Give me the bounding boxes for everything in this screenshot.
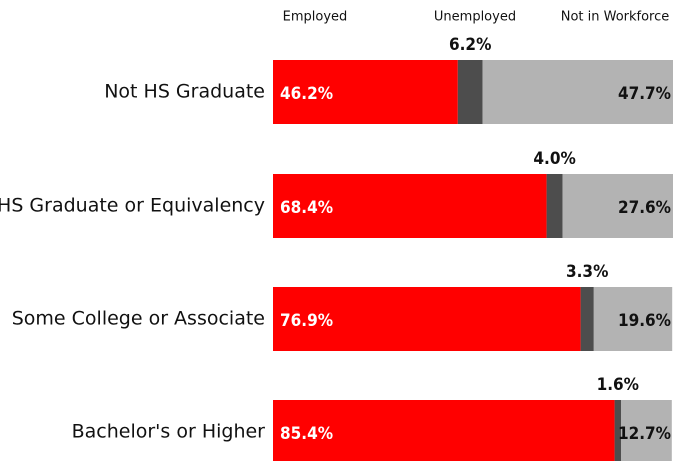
value-label: 76.9% (280, 311, 333, 331)
bar-segment (580, 287, 594, 351)
bar-segment (562, 174, 673, 238)
category-label: Not HS Graduate (104, 81, 265, 103)
bar-segment (273, 400, 615, 461)
legend-label: Employed (283, 10, 348, 25)
value-label: 68.4% (280, 198, 333, 218)
category-label: Some College or Associate (12, 308, 265, 330)
bar-segment (482, 60, 673, 124)
bar-segment (614, 400, 621, 461)
bar-segment (273, 287, 581, 351)
category-label: HS Graduate or Equivalency (0, 195, 265, 217)
value-label: 19.6% (618, 311, 671, 331)
value-label: 85.4% (280, 424, 333, 444)
value-label: 4.0% (533, 149, 575, 169)
bar-segment (273, 174, 547, 238)
value-label: 12.7% (618, 424, 671, 444)
value-label: 46.2% (280, 84, 333, 104)
bar-segment (593, 287, 673, 351)
value-label: 1.6% (597, 375, 639, 395)
value-label: 47.7% (618, 84, 671, 104)
bar-segment (546, 174, 563, 238)
legend-label: Not in Workforce (561, 10, 670, 25)
bar-segment (621, 400, 672, 461)
value-label: 27.6% (618, 198, 671, 218)
category-label: Bachelor's or Higher (72, 421, 266, 443)
legend-label: Unemployed (434, 10, 516, 25)
bar-segment (457, 60, 483, 124)
bar-segment (273, 60, 458, 124)
value-label: 3.3% (566, 262, 608, 282)
value-label: 6.2% (449, 35, 491, 55)
